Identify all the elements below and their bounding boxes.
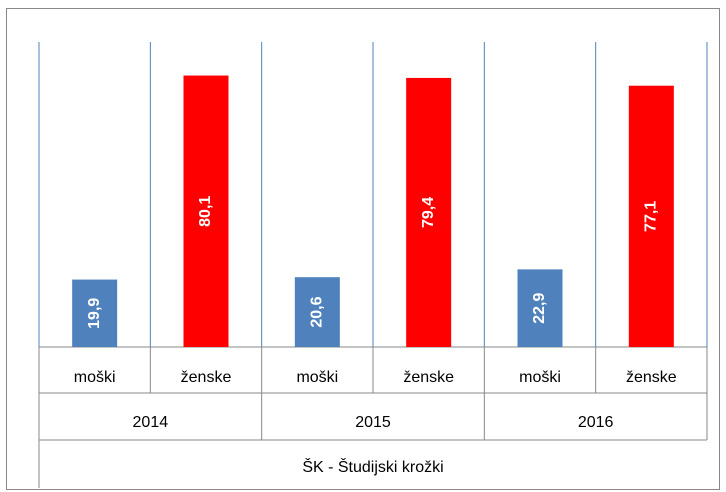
bar — [517, 269, 563, 347]
data-label: 19,9 — [86, 298, 103, 329]
data-label: 20,6 — [309, 296, 326, 327]
x-tick-label: moški — [74, 369, 116, 386]
bar — [628, 85, 674, 347]
x-tick-label: ženske — [181, 369, 232, 386]
chart-frame — [6, 8, 720, 490]
x-tick-label: moški — [519, 369, 561, 386]
group-label: 2014 — [133, 414, 169, 431]
x-tick-label: ženske — [626, 369, 677, 386]
data-label: 79,4 — [420, 197, 437, 228]
supergroup-label: ŠK - Študijski krožki — [302, 457, 443, 476]
x-tick-label: moški — [296, 369, 338, 386]
x-tick-label: ženske — [403, 369, 454, 386]
group-label: 2016 — [578, 414, 614, 431]
data-label: 80,1 — [197, 196, 214, 227]
bar — [294, 277, 340, 347]
group-label: 2015 — [355, 414, 391, 431]
bar — [72, 279, 118, 347]
data-label: 77,1 — [643, 201, 660, 232]
bar — [406, 77, 452, 347]
data-label: 22,9 — [531, 293, 548, 324]
bar — [183, 75, 229, 348]
